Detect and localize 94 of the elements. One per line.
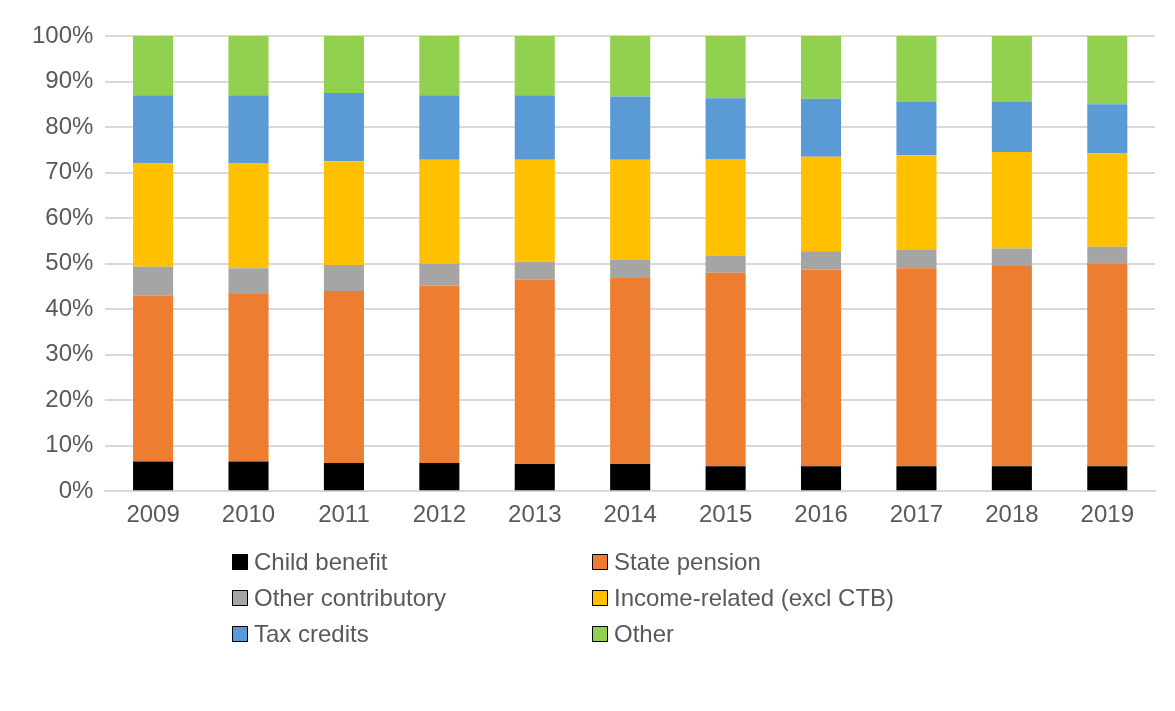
bar — [228, 268, 269, 295]
bar — [705, 98, 746, 159]
bar — [133, 36, 174, 96]
bar — [610, 277, 651, 464]
bar — [228, 461, 269, 491]
bar — [419, 263, 460, 286]
y-tick-label: 50% — [45, 248, 94, 276]
bar — [610, 463, 651, 491]
bar — [419, 285, 460, 463]
bar — [800, 36, 842, 99]
legend-label: Other — [614, 620, 675, 648]
bar — [610, 36, 651, 97]
bar — [419, 36, 460, 96]
bar — [514, 95, 555, 160]
y-tick-label: 10% — [45, 430, 94, 458]
y-tick-label: 0% — [58, 475, 94, 503]
x-tick-label: 2010 — [221, 500, 276, 528]
y-tick-label: 100% — [31, 20, 94, 48]
x-tick-label: 2014 — [603, 500, 657, 528]
x-tick-label: 2009 — [126, 500, 180, 528]
bar — [991, 102, 1032, 153]
bar — [323, 462, 364, 491]
bar — [133, 163, 174, 267]
bar — [800, 251, 842, 270]
bar — [1087, 153, 1128, 247]
y-tick-label: 40% — [45, 293, 94, 321]
bar — [1087, 36, 1128, 105]
bar — [1087, 246, 1128, 264]
x-tick-label: 2016 — [794, 500, 848, 528]
legend-label: Child benefit — [254, 548, 388, 576]
bar — [705, 36, 746, 99]
bar — [705, 255, 746, 273]
bar — [133, 461, 174, 491]
bar — [133, 266, 174, 296]
y-tick-label: 80% — [45, 111, 94, 139]
bar — [514, 279, 555, 464]
bar — [323, 290, 364, 463]
x-tick-label: 2017 — [889, 500, 944, 528]
x-tick-label: 2012 — [412, 500, 467, 528]
bar — [800, 98, 842, 157]
x-tick-label: 2019 — [1080, 500, 1134, 528]
bar — [514, 159, 555, 262]
x-tick-label: 2011 — [318, 500, 370, 528]
bar — [133, 295, 174, 462]
bar — [896, 102, 937, 156]
bar — [705, 272, 746, 467]
bar — [610, 259, 651, 278]
legend-label: State pension — [614, 548, 761, 576]
bar — [896, 466, 937, 491]
bar — [419, 462, 460, 491]
bar — [419, 159, 460, 264]
y-tick-label: 70% — [45, 157, 94, 185]
bar — [514, 463, 555, 491]
x-tick-label: 2013 — [508, 500, 562, 528]
bar — [991, 152, 1032, 249]
bar — [896, 268, 937, 467]
bar — [800, 156, 842, 252]
bar — [896, 249, 937, 269]
bar — [705, 158, 746, 256]
bar — [323, 161, 364, 265]
legend-label: Other contributory — [254, 584, 447, 612]
bar — [323, 92, 364, 162]
bar — [228, 36, 269, 96]
bar — [514, 261, 555, 280]
y-tick-label: 60% — [45, 202, 94, 230]
bar — [991, 265, 1032, 467]
bar — [323, 264, 364, 291]
bar — [800, 466, 842, 491]
bar — [1087, 263, 1128, 467]
bar — [514, 36, 555, 96]
bar — [991, 248, 1032, 266]
bar — [228, 163, 269, 269]
bar — [896, 36, 937, 102]
y-tick-label: 30% — [45, 339, 94, 367]
bar — [610, 96, 651, 160]
bar — [991, 36, 1032, 102]
bar — [419, 95, 460, 160]
bar — [1087, 466, 1128, 491]
bar — [896, 155, 937, 250]
legend-label: Tax credits — [254, 620, 369, 648]
bar — [991, 466, 1032, 491]
legend-label: Income-related (excl CTB) — [614, 584, 895, 612]
bar — [228, 294, 269, 462]
bar — [1087, 104, 1128, 154]
bar — [228, 95, 269, 164]
bar — [323, 36, 364, 93]
x-tick-label: 2015 — [698, 500, 753, 528]
x-tick-label: 2018 — [985, 500, 1039, 528]
bar — [133, 95, 174, 164]
y-tick-label: 20% — [45, 384, 94, 412]
bar — [705, 466, 746, 491]
y-tick-label: 90% — [45, 66, 94, 94]
bar — [800, 269, 842, 467]
bar — [610, 159, 651, 260]
